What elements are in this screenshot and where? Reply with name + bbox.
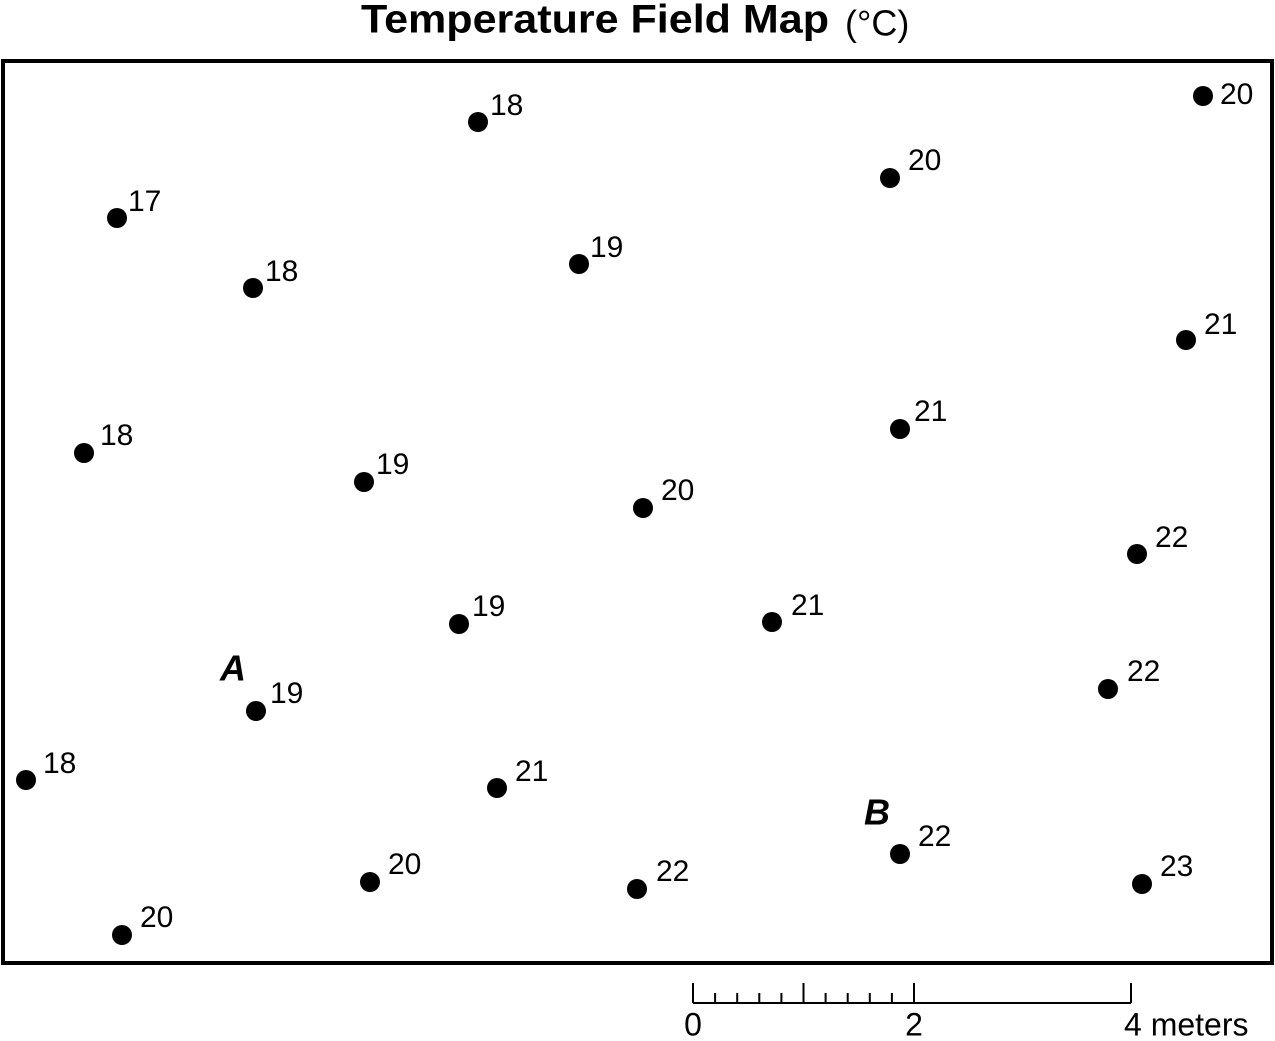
sample-point [107, 208, 127, 228]
sample-point [243, 278, 263, 298]
temperature-label: 18 [43, 747, 76, 780]
sample-point [16, 770, 36, 790]
temperature-label: 20 [1220, 78, 1253, 111]
sample-point [468, 112, 488, 132]
temperature-label: 17 [128, 185, 161, 218]
temperature-label: 20 [908, 144, 941, 177]
temperature-label: 22 [656, 855, 689, 888]
sample-point [360, 872, 380, 892]
temperature-label: 20 [661, 474, 694, 507]
temperature-label: 21 [914, 395, 947, 428]
sample-point [880, 168, 900, 188]
point-marker: B [864, 792, 890, 833]
temperature-label: 21 [1204, 308, 1237, 341]
sample-point [1132, 874, 1152, 894]
temperature-label: 23 [1160, 850, 1193, 883]
temperature-label: 22 [918, 820, 951, 853]
sample-point [354, 472, 374, 492]
temperature-label: 21 [791, 589, 824, 622]
temperature-label: 18 [100, 419, 133, 452]
unit-label: (°C) [845, 3, 909, 44]
temperature-label: 20 [388, 848, 421, 881]
sample-point [890, 844, 910, 864]
sample-point [112, 925, 132, 945]
scale-label: 2 [905, 1006, 923, 1041]
temperature-label: 18 [490, 89, 523, 122]
sample-point [246, 701, 266, 721]
temperature-label: 22 [1155, 521, 1188, 554]
map-title: Temperature Field Map [361, 0, 829, 42]
sample-point [449, 614, 469, 634]
temperature-label: 18 [265, 255, 298, 288]
sample-point [627, 879, 647, 899]
sample-point [74, 443, 94, 463]
temperature-label: 19 [590, 231, 623, 264]
sample-point [633, 498, 653, 518]
sample-point [487, 778, 507, 798]
sample-point [569, 254, 589, 274]
temperature-label: 22 [1127, 655, 1160, 688]
sample-point [1127, 544, 1147, 564]
temperature-label: 20 [140, 901, 173, 934]
scale-label: 0 [684, 1006, 702, 1041]
scale-label: 4 meters [1124, 1006, 1248, 1041]
temperature-label: 19 [270, 677, 303, 710]
temperature-label: 21 [515, 755, 548, 788]
sample-point [1193, 86, 1213, 106]
point-marker: A [219, 648, 246, 689]
sample-point [1176, 330, 1196, 350]
sample-point [1098, 679, 1118, 699]
sample-point [890, 419, 910, 439]
temperature-label: 19 [376, 448, 409, 481]
sample-point [762, 612, 782, 632]
map-frame [1, 59, 1274, 965]
temperature-label: 19 [472, 590, 505, 623]
